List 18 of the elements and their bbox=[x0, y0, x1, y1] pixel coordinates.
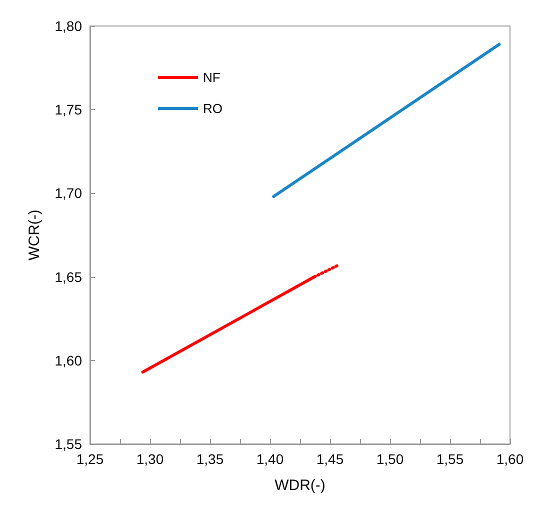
x-tick-label: 1,30 bbox=[136, 451, 164, 467]
x-tick-label: 1,45 bbox=[316, 451, 344, 467]
legend-label: RO bbox=[203, 101, 222, 116]
y-axis-title: WCR(-) bbox=[26, 210, 43, 260]
y-tick-label: 1,70 bbox=[54, 185, 82, 202]
x-axis-title: WDR(-) bbox=[274, 477, 326, 494]
x-tick-label: 1,40 bbox=[256, 451, 284, 467]
y-tick-label: 1,55 bbox=[54, 436, 82, 452]
legend-label: NF bbox=[203, 70, 220, 85]
y-tick-label: 1,65 bbox=[54, 268, 82, 285]
x-tick-label: 1,55 bbox=[436, 451, 464, 467]
x-tick-label: 1,25 bbox=[76, 451, 104, 467]
y-tick-label: 1,60 bbox=[54, 352, 82, 368]
y-tick-label: 1,80 bbox=[54, 18, 82, 34]
x-tick-label: 1,35 bbox=[196, 451, 224, 467]
x-tick-label: 1,50 bbox=[376, 451, 404, 467]
y-tick-label: 1,75 bbox=[54, 102, 82, 118]
x-tick-label: 1,60 bbox=[496, 451, 524, 467]
